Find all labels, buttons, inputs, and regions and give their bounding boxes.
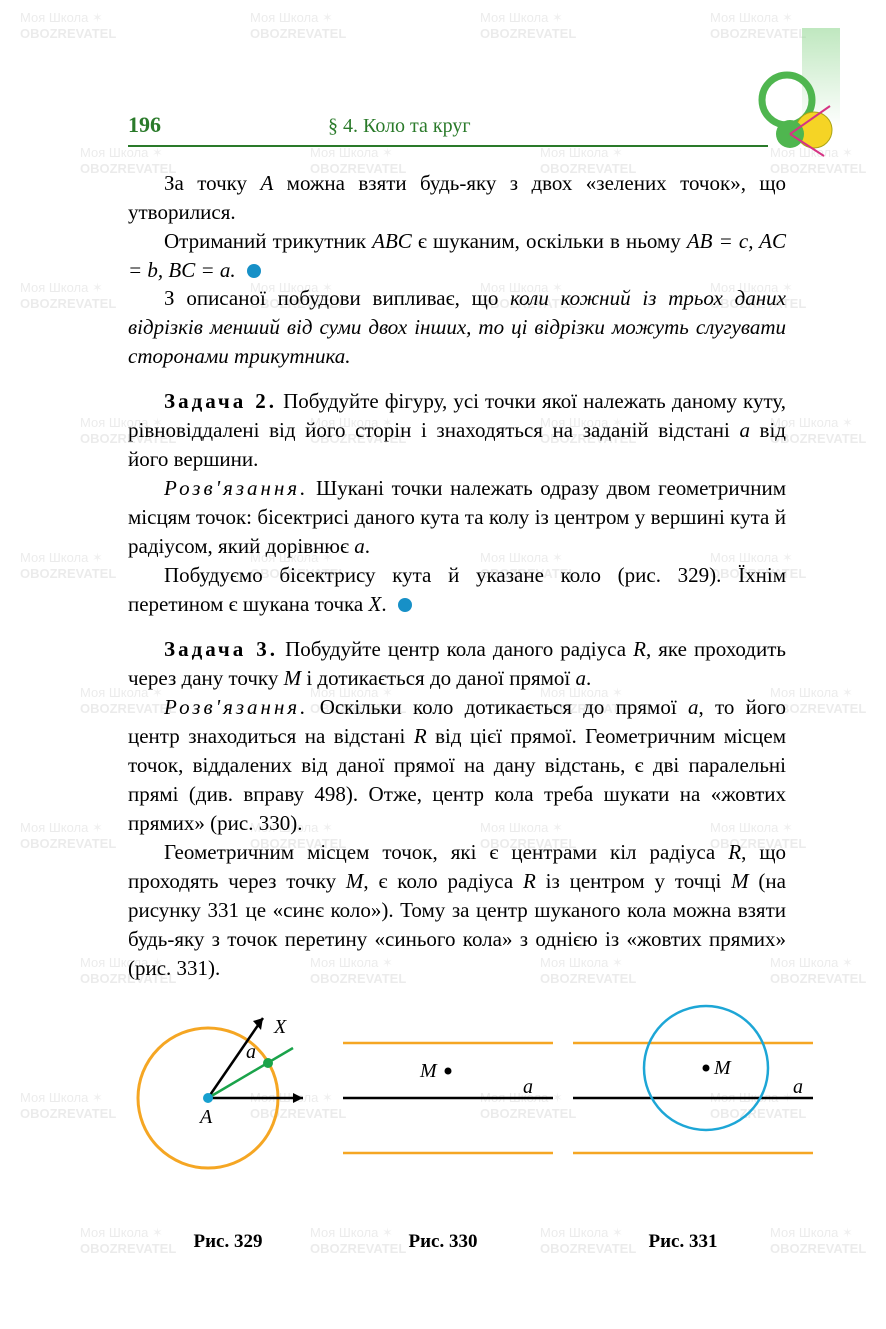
end-dot-icon [247,264,261,278]
var-M: M [731,869,749,893]
figures-row: A X a M a M a [128,993,808,1223]
text: і дотикається до даної прямої [301,666,575,690]
solution-2-p1: Розв'язання. Шукані точки належать одраз… [128,474,786,561]
solution-label: Розв'язання. [164,476,308,500]
var-A: A [260,171,273,195]
text: . [586,666,591,690]
text: Отриманий трикутник [164,229,372,253]
text: , є коло радіуса [363,869,523,893]
section-title: § 4. Коло та круг [328,113,471,141]
figure-330: M a [338,1013,558,1183]
var-a: a [739,418,750,442]
figure-captions: Рис. 329 Рис. 330 Рис. 331 [128,1229,808,1255]
label-a: a [246,1041,256,1063]
label-a: a [523,1076,533,1098]
caption-329: Рис. 329 [128,1229,328,1255]
page-content: 196 § 4. Коло та круг За точку A можна в… [0,0,886,1315]
paragraph-3: З описаної побудови випливає, що коли ко… [128,284,786,371]
text: Геометричним місцем точок, які є центрам… [164,840,728,864]
var-ABC: ABC [372,229,412,253]
text: Побудуйте центр кола даного радіуса [278,637,633,661]
text: За точку [164,171,260,195]
label-a: a [793,1076,803,1098]
var-X: X [369,592,382,616]
var-M: M [346,869,364,893]
var-a: a [575,666,586,690]
paragraph-1: За точку A можна взяти будь-яку з двох «… [128,169,786,227]
text: Оскільки коло дотикається до прямої [308,695,688,719]
caption-331: Рис. 331 [558,1229,808,1255]
text: Побудуємо бісектрису кута й указане коло… [128,563,786,616]
var-a: a [688,695,699,719]
text: З описаної побудови випливає, що [164,286,510,310]
task-3: Задача 3. Побудуйте центр кола даного ра… [128,635,786,693]
label-A: A [198,1106,213,1128]
label-M: M [713,1057,732,1079]
var-R: R [414,724,427,748]
solution-3-p1: Розв'язання. Оскільки коло дотикається д… [128,693,786,838]
var-R: R [523,869,536,893]
figure-329: A X a [118,993,318,1193]
var-R: R [728,840,741,864]
solution-2-p2: Побудуємо бісектрису кута й указане коло… [128,561,786,619]
header-rule [128,145,768,147]
task-label: Задача 3. [164,637,278,661]
paragraph-2: Отриманий трикутник ABC є шуканим, оскіл… [128,227,786,285]
label-X: X [273,1016,287,1038]
task-2: Задача 2. Побудуйте фігуру, усі точки як… [128,387,786,474]
page-header: 196 § 4. Коло та круг [128,110,786,141]
page-number: 196 [128,110,328,140]
text: . [365,534,370,558]
text: є шуканим, оскільки в ньому [412,229,687,253]
caption-330: Рис. 330 [328,1229,558,1255]
solution-label: Розв'язання. [164,695,308,719]
text: . [381,592,386,616]
task-label: Задача 2. [164,389,277,413]
var-M: M [284,666,302,690]
label-M: M [419,1060,438,1082]
end-dot-icon [398,598,412,612]
var-R: R [633,637,646,661]
var-a: a [354,534,365,558]
figure-331: M a [568,988,818,1188]
text: із центром у точці [536,869,731,893]
solution-3-p2: Геометричним місцем точок, які є центрам… [128,838,786,983]
